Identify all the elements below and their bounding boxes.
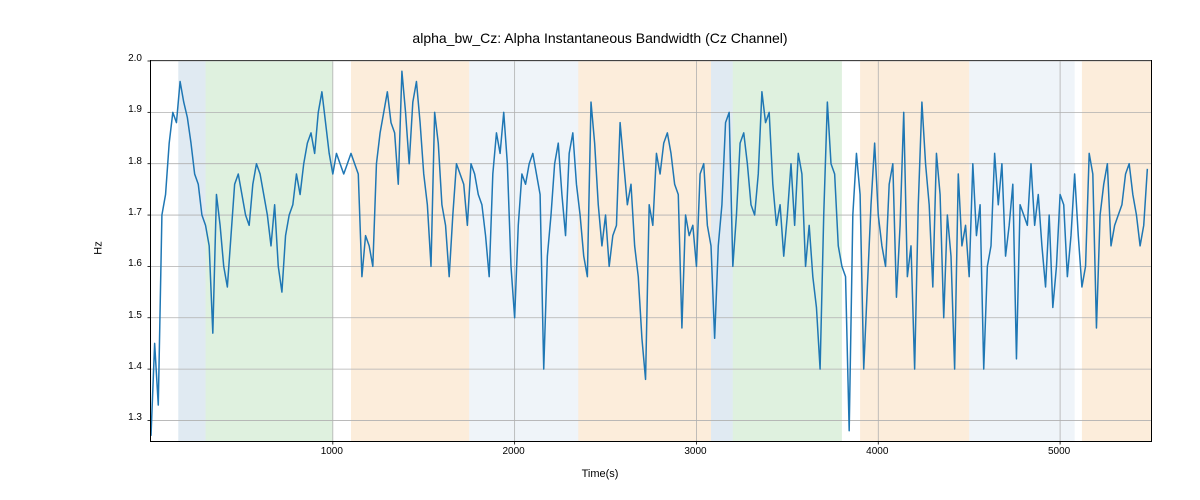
y-tick-label: 1.4 (108, 361, 142, 372)
y-tick-label: 1.8 (108, 156, 142, 167)
x-tick-label: 4000 (852, 446, 902, 457)
x-tick-label: 2000 (489, 446, 539, 457)
chart-axes (150, 60, 1152, 442)
span-region (733, 61, 842, 441)
span-region (206, 61, 333, 441)
y-tick-label: 1.9 (108, 104, 142, 115)
y-tick-label: 1.6 (108, 258, 142, 269)
plot-svg (151, 61, 1151, 441)
y-tick-label: 2.0 (108, 53, 142, 64)
span-region (178, 61, 205, 441)
span-region (860, 61, 969, 441)
y-tick-label: 1.3 (108, 412, 142, 423)
x-tick-label: 1000 (307, 446, 357, 457)
x-tick-label: 3000 (670, 446, 720, 457)
x-tick-label: 5000 (1034, 446, 1084, 457)
figure: alpha_bw_Cz: Alpha Instantaneous Bandwid… (0, 0, 1200, 500)
span-region (969, 61, 1074, 441)
x-axis-label: Time(s) (0, 468, 1200, 480)
span-region (1082, 61, 1151, 441)
span-region (469, 61, 578, 441)
y-axis-label: Hz (93, 241, 105, 254)
chart-title: alpha_bw_Cz: Alpha Instantaneous Bandwid… (0, 30, 1200, 46)
span-region (351, 61, 469, 441)
y-tick-label: 1.5 (108, 310, 142, 321)
span-region (578, 61, 711, 441)
y-tick-label: 1.7 (108, 207, 142, 218)
